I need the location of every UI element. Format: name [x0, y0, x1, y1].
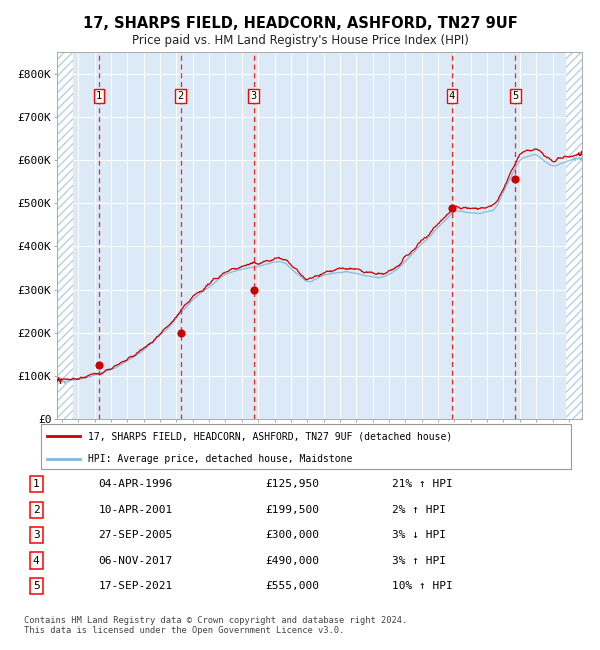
Bar — [566, 52, 582, 419]
Point — [176, 328, 185, 338]
Point — [447, 202, 457, 213]
Text: 1: 1 — [33, 479, 40, 489]
Point — [94, 359, 104, 370]
Text: £125,950: £125,950 — [265, 479, 319, 489]
Text: £555,000: £555,000 — [265, 581, 319, 591]
Text: £199,500: £199,500 — [265, 504, 319, 515]
Text: HPI: Average price, detached house, Maidstone: HPI: Average price, detached house, Maid… — [88, 454, 352, 464]
Point — [249, 285, 259, 295]
Text: 3: 3 — [251, 91, 257, 101]
Text: 3% ↑ HPI: 3% ↑ HPI — [392, 556, 446, 566]
Text: £490,000: £490,000 — [265, 556, 319, 566]
Text: 4: 4 — [449, 91, 455, 101]
FancyBboxPatch shape — [41, 424, 571, 469]
Text: 27-SEP-2005: 27-SEP-2005 — [98, 530, 173, 540]
Text: Price paid vs. HM Land Registry's House Price Index (HPI): Price paid vs. HM Land Registry's House … — [131, 34, 469, 47]
Text: 4: 4 — [33, 556, 40, 566]
Text: 21% ↑ HPI: 21% ↑ HPI — [392, 479, 453, 489]
Text: Contains HM Land Registry data © Crown copyright and database right 2024.
This d: Contains HM Land Registry data © Crown c… — [23, 616, 407, 635]
Text: 17, SHARPS FIELD, HEADCORN, ASHFORD, TN27 9UF (detached house): 17, SHARPS FIELD, HEADCORN, ASHFORD, TN2… — [88, 431, 452, 441]
Point — [511, 174, 520, 185]
Text: 2% ↑ HPI: 2% ↑ HPI — [392, 504, 446, 515]
Text: 2: 2 — [178, 91, 184, 101]
Text: 2: 2 — [33, 504, 40, 515]
Text: 3: 3 — [33, 530, 40, 540]
Text: 1: 1 — [96, 91, 102, 101]
Text: 17-SEP-2021: 17-SEP-2021 — [98, 581, 173, 591]
Text: 10-APR-2001: 10-APR-2001 — [98, 504, 173, 515]
Text: 3% ↓ HPI: 3% ↓ HPI — [392, 530, 446, 540]
Text: 04-APR-1996: 04-APR-1996 — [98, 479, 173, 489]
Bar — [57, 52, 73, 419]
Text: 5: 5 — [512, 91, 518, 101]
Text: 06-NOV-2017: 06-NOV-2017 — [98, 556, 173, 566]
Text: 5: 5 — [33, 581, 40, 591]
Text: 10% ↑ HPI: 10% ↑ HPI — [392, 581, 453, 591]
Text: 17, SHARPS FIELD, HEADCORN, ASHFORD, TN27 9UF: 17, SHARPS FIELD, HEADCORN, ASHFORD, TN2… — [83, 16, 517, 31]
Text: £300,000: £300,000 — [265, 530, 319, 540]
